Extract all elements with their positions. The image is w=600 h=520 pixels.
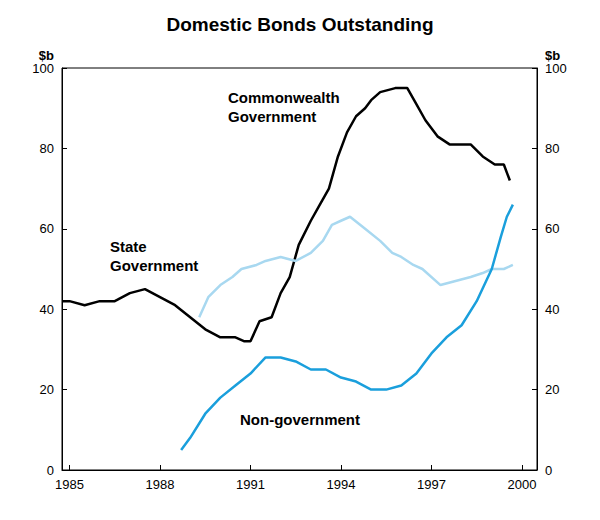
svg-text:1985: 1985	[55, 477, 84, 492]
svg-text:Domestic Bonds Outstanding: Domestic Bonds Outstanding	[166, 14, 433, 35]
svg-text:$b: $b	[545, 47, 561, 63]
svg-text:Government: Government	[110, 257, 198, 274]
svg-text:80: 80	[545, 141, 559, 156]
svg-text:100: 100	[545, 61, 567, 76]
svg-text:20: 20	[545, 382, 559, 397]
svg-text:Commonwealth: Commonwealth	[228, 89, 340, 106]
svg-text:Non-government: Non-government	[240, 411, 360, 428]
svg-text:1994: 1994	[327, 477, 356, 492]
svg-text:100: 100	[32, 61, 54, 76]
svg-text:60: 60	[545, 221, 559, 236]
svg-text:40: 40	[40, 302, 54, 317]
svg-text:40: 40	[545, 302, 559, 317]
svg-text:60: 60	[40, 221, 54, 236]
svg-text:80: 80	[40, 141, 54, 156]
svg-text:0: 0	[545, 463, 552, 478]
svg-text:Government: Government	[228, 108, 316, 125]
svg-text:$b: $b	[38, 47, 54, 63]
svg-text:20: 20	[40, 382, 54, 397]
svg-text:0: 0	[47, 463, 54, 478]
svg-text:1997: 1997	[417, 477, 446, 492]
svg-text:1991: 1991	[236, 477, 265, 492]
svg-text:1988: 1988	[146, 477, 175, 492]
svg-text:State: State	[110, 238, 147, 255]
svg-text:2000: 2000	[507, 477, 536, 492]
